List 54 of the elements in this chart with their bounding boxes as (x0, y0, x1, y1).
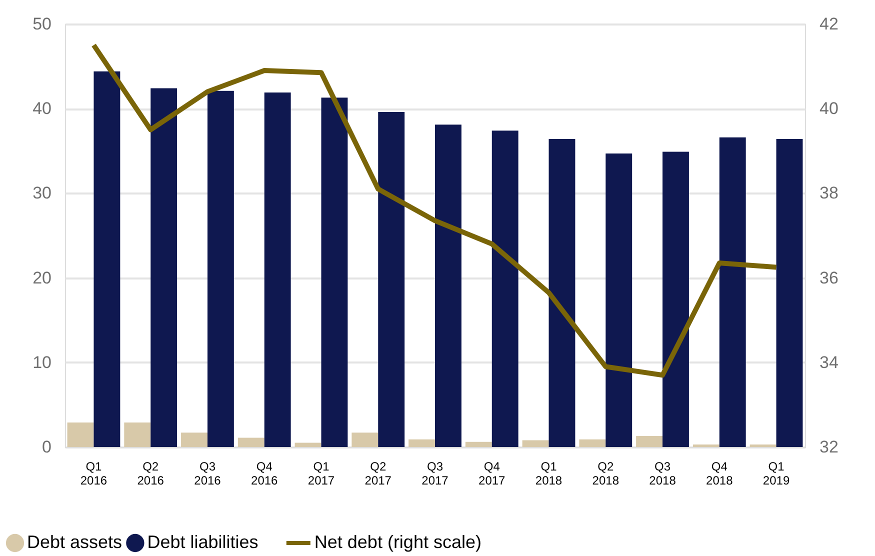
legend-label: Debt assets (27, 532, 122, 552)
y2-tick-label: 40 (820, 99, 838, 118)
y-tick-label: 40 (32, 99, 52, 118)
x-tick-label: Q4 2018 (706, 460, 734, 488)
x-tick-label: Q2 2017 (364, 460, 392, 488)
x-tick-label: Q1 2018 (535, 460, 562, 488)
y2-tick-label: 32 (820, 438, 838, 456)
bar (207, 90, 234, 447)
bar (662, 152, 689, 447)
bar (150, 88, 178, 447)
bar (238, 438, 264, 447)
bar (264, 92, 291, 447)
x-tick-label: Q3 2016 (194, 460, 222, 488)
bar (352, 432, 378, 447)
x-tick-label: Q1 2016 (80, 460, 108, 488)
bar (776, 139, 803, 447)
x-tick-label: Q4 2016 (251, 460, 278, 488)
bar (579, 439, 606, 447)
y2-tick-label: 38 (820, 184, 838, 203)
bar (378, 112, 405, 447)
bar (435, 124, 462, 447)
bar (181, 432, 208, 447)
bar (636, 436, 663, 447)
bar (522, 440, 549, 447)
bar (94, 71, 120, 447)
bar (750, 444, 776, 447)
bar (465, 442, 492, 447)
x-tick-label: Q3 2017 (422, 460, 449, 488)
bar (492, 130, 518, 447)
y2-tick-label: 34 (820, 352, 838, 372)
bar (692, 444, 720, 447)
bar (719, 137, 746, 447)
y-tick-label: 10 (32, 352, 52, 372)
y2-tick-label: 36 (820, 268, 838, 288)
bar (294, 442, 322, 447)
legend-label: Net debt (right scale) (314, 532, 482, 552)
y-tick-label: 50 (32, 14, 52, 34)
x-tick-label: Q3 2018 (649, 460, 676, 488)
y-tick-label: 20 (32, 268, 52, 288)
y-tick-label: 30 (32, 184, 52, 203)
legend-label: Debt liabilities (147, 532, 258, 552)
y2-tick-label: 42 (820, 14, 838, 34)
x-tick-label: Q1 2017 (308, 460, 335, 488)
x-tick-label: Q2 2018 (592, 460, 620, 488)
bar (606, 153, 632, 447)
y-tick-label: 0 (42, 438, 52, 456)
bar (408, 439, 435, 447)
bar (67, 422, 94, 447)
bar (321, 98, 348, 447)
x-tick-label: Q2 2016 (137, 460, 164, 488)
bar (548, 139, 576, 447)
bar (124, 422, 151, 447)
x-tick-label: Q1 2019 (762, 460, 790, 488)
x-tick-label: Q4 2017 (478, 460, 506, 488)
